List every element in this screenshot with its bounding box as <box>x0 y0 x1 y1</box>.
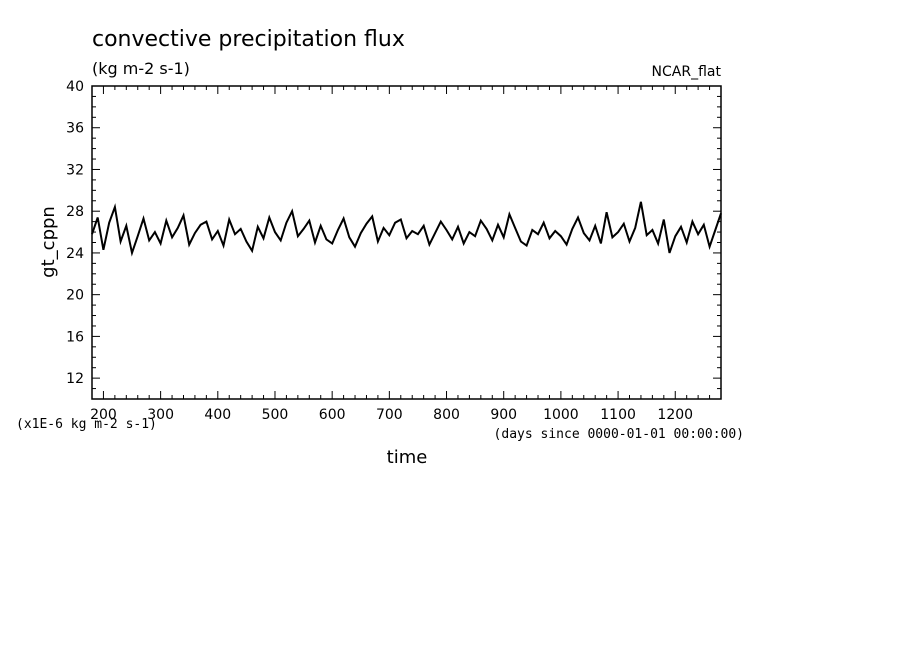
y-tick-label: 12 <box>66 371 84 387</box>
y-axis-label: gt_cppn <box>38 206 59 278</box>
series-line-gt-cppn <box>91 201 722 257</box>
y-tick-label: 24 <box>66 246 84 262</box>
x-tick-label: 600 <box>319 407 346 423</box>
y-scale-note: (x1E-6 kg m-2 s-1) <box>16 417 157 432</box>
x-tick-label: 1200 <box>657 407 693 423</box>
x-tick-label: 900 <box>490 407 517 423</box>
y-axis-ticks <box>92 85 721 400</box>
colormap-label: NCAR_flat <box>652 64 722 80</box>
y-tick-label: 28 <box>66 204 84 220</box>
x-tick-label: 500 <box>262 407 289 423</box>
x-axis-label: time <box>387 447 428 468</box>
y-tick-label: 32 <box>66 162 84 178</box>
x-tick-label: 800 <box>433 407 460 423</box>
y-tick-label: 40 <box>66 79 84 95</box>
units-label: (kg m-2 s-1) <box>92 59 190 78</box>
plot-frame <box>91 85 722 400</box>
chart-title: convective precipitation flux <box>92 27 405 52</box>
x-tick-label: 700 <box>376 407 403 423</box>
x-tick-label: 1100 <box>600 407 636 423</box>
y-tick-label: 20 <box>66 288 84 304</box>
y-tick-label: 16 <box>66 329 84 345</box>
x-units-note: (days since 0000-01-01 00:00:00) <box>494 427 744 442</box>
y-tick-label: 36 <box>66 121 84 137</box>
x-tick-label: 400 <box>204 407 231 423</box>
x-axis-ticks <box>91 86 722 399</box>
x-axis-tick-labels: 200 300 400 500 600 700 800 900 1000 1100 1200 <box>90 407 693 423</box>
x-tick-label: 300 <box>147 407 174 423</box>
y-axis-tick-labels: 12 16 20 24 28 32 36 40 <box>66 79 84 387</box>
x-tick-label: 200 <box>90 407 117 423</box>
x-tick-label: 1000 <box>543 407 579 423</box>
